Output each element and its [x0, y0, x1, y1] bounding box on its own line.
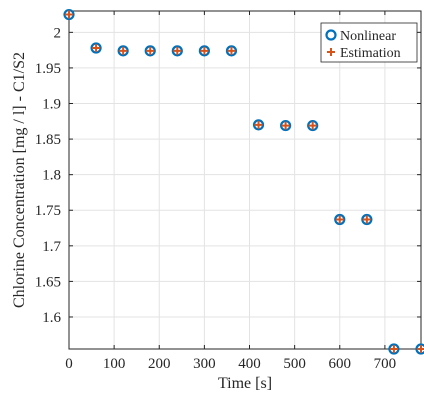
x-tick-label: 100 [103, 356, 126, 372]
estimation-point [173, 46, 182, 55]
x-tick-label: 0 [65, 356, 73, 372]
nonlinear-point [361, 213, 373, 226]
axis-ticks [68, 11, 421, 349]
x-tick-labels: 0 100 200 300 400 500 600 700 [65, 356, 396, 372]
nonlinear-point [90, 42, 102, 54]
y-tick-label: 1.7 [42, 239, 61, 255]
estimation-point [308, 121, 317, 130]
legend-label: Nonlinear [340, 29, 396, 44]
x-tick-label: 700 [374, 356, 397, 372]
estimation-point [119, 46, 128, 55]
y-tick-labels: 1.6 1.65 1.7 1.75 1.8 1.85 1.9 1.95 2 [35, 25, 62, 326]
estimation-point [200, 46, 209, 55]
estimation-point [335, 215, 344, 224]
x-tick-label: 300 [193, 356, 216, 372]
estimation-point [227, 46, 236, 55]
nonlinear-point [252, 119, 265, 131]
legend-box [320, 22, 418, 63]
estimation-point [389, 345, 398, 353]
legend-label: Estimation [340, 46, 401, 61]
x-tick-label: 500 [283, 356, 306, 372]
nonlinear-point [280, 119, 292, 132]
legend-marker-estimation [327, 48, 335, 56]
estimation-point [65, 10, 73, 19]
legend-marker-nonlinear [325, 29, 337, 41]
y-tick-label: 1.85 [35, 132, 61, 148]
y-tick-label: 1.6 [42, 310, 61, 326]
estimation-point [362, 215, 371, 224]
nonlinear-point [63, 8, 75, 21]
nonlinear-point [198, 45, 210, 57]
nonlinear-point [225, 45, 238, 57]
estimation-point [254, 120, 263, 129]
nonlinear-point [334, 213, 346, 226]
nonlinear-point [117, 45, 129, 57]
estimation-point [92, 44, 101, 53]
estimation-point [146, 46, 155, 55]
y-tick-label: 1.95 [35, 61, 61, 77]
data-marks [63, 8, 424, 355]
legend: Nonlinear Estimation [320, 22, 418, 63]
nonlinear-point [171, 45, 183, 57]
y-tick-label: 2 [54, 25, 62, 41]
nonlinear-point [307, 119, 319, 132]
y-tick-label: 1.65 [35, 274, 61, 290]
x-tick-label: 400 [238, 356, 261, 372]
nonlinear-point [388, 343, 400, 355]
nonlinear-point [144, 45, 156, 57]
plot-frame [68, 10, 422, 350]
x-tick-label: 600 [329, 356, 352, 372]
x-tick-label: 200 [148, 356, 171, 372]
y-axis-label: Chlorine Concentration [mg / l] - C1/S2 [11, 52, 28, 308]
y-tick-label: 1.75 [35, 203, 61, 219]
y-tick-label: 1.9 [42, 97, 61, 113]
grid [68, 11, 421, 349]
nonlinear-point [415, 343, 424, 355]
estimation-point [281, 121, 290, 130]
y-tick-label: 1.8 [42, 168, 61, 184]
x-axis-label: Time [s] [218, 375, 272, 392]
